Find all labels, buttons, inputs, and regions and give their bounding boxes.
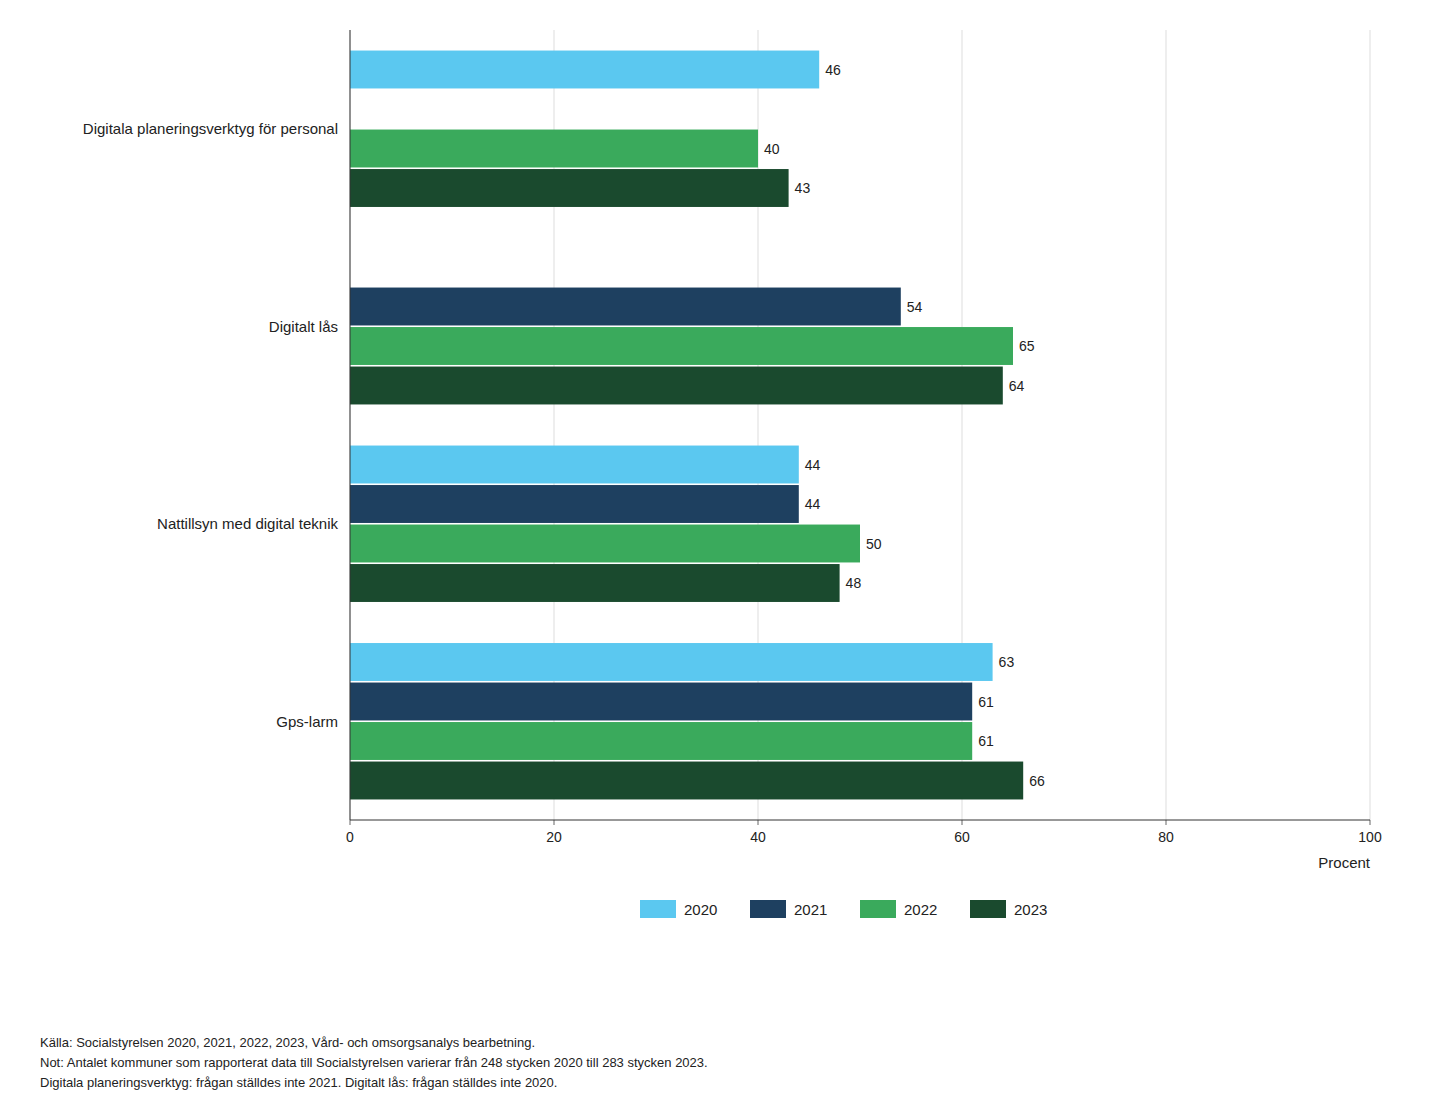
bar (350, 169, 789, 207)
data-label: 43 (795, 180, 811, 196)
tick-label: 100 (1358, 829, 1382, 845)
bar (350, 446, 799, 484)
data-label: 44 (805, 457, 821, 473)
category-label: Gps-larm (276, 713, 338, 730)
data-label: 65 (1019, 338, 1035, 354)
tick-mark (962, 820, 963, 825)
bar (350, 288, 901, 326)
legend-label: 2022 (904, 901, 937, 918)
x-axis-line (350, 820, 1370, 821)
data-label: 61 (978, 733, 994, 749)
legend-swatch (860, 900, 896, 918)
tick-mark (758, 820, 759, 825)
y-axis-line (350, 30, 351, 820)
legend-swatch (640, 900, 676, 918)
bar (350, 643, 993, 681)
bar (350, 130, 758, 168)
data-label: 46 (825, 62, 841, 78)
tick-mark (350, 820, 351, 825)
bar (350, 51, 819, 89)
legend-label: 2020 (684, 901, 717, 918)
chart-container: 0 20 40 60 80 100 46 44 63 54 44 61 40 65 50 61 43 64 48 66… (0, 0, 1430, 1107)
tick-label: 80 (1158, 829, 1174, 845)
legend-label: 2023 (1014, 901, 1047, 918)
data-label: 54 (907, 299, 923, 315)
legend-swatch (970, 900, 1006, 918)
tick-label: 20 (546, 829, 562, 845)
tick-label: 40 (750, 829, 766, 845)
data-label: 44 (805, 496, 821, 512)
grid-line (350, 30, 351, 820)
axis-label: Procent (1318, 854, 1371, 871)
bar (350, 367, 1003, 405)
legend-label: 2021 (794, 901, 827, 918)
data-label: 40 (764, 141, 780, 157)
bar (350, 564, 840, 602)
bar (350, 762, 1023, 800)
bar (350, 722, 972, 760)
category-label: Digitalt lås (269, 318, 338, 335)
data-label: 50 (866, 536, 882, 552)
chart-svg: 0 20 40 60 80 100 46 44 63 54 44 61 40 65 50 61 43 64 48 66… (0, 0, 1430, 1107)
grid-line (1370, 30, 1371, 820)
data-label: 48 (846, 575, 862, 591)
bar (350, 683, 972, 721)
data-label: 64 (1009, 378, 1025, 394)
footnote: Digitala planeringsverktyg: frågan ställ… (40, 1075, 557, 1090)
category-label: Digitala planeringsverktyg för personal (83, 120, 338, 137)
bar (350, 485, 799, 523)
footnote: Not: Antalet kommuner som rapporterat da… (40, 1055, 708, 1070)
category-label: Nattillsyn med digital teknik (157, 515, 338, 532)
tick-label: 0 (346, 829, 354, 845)
tick-mark (1166, 820, 1167, 825)
data-label: 61 (978, 694, 994, 710)
legend-swatch (750, 900, 786, 918)
bar (350, 327, 1013, 365)
grid (350, 30, 1370, 825)
grid-line (1166, 30, 1167, 820)
tick-mark (1370, 820, 1371, 825)
data-label: 63 (999, 654, 1015, 670)
bars (350, 51, 1023, 800)
data-labels: 46 44 63 54 44 61 40 65 50 61 43 64 48 66 (764, 62, 1045, 789)
footnote: Källa: Socialstyrelsen 2020, 2021, 2022,… (40, 1035, 535, 1050)
legend: 2020 2021 2022 2023 (640, 900, 1047, 918)
data-label: 66 (1029, 773, 1045, 789)
tick-label: 60 (954, 829, 970, 845)
tick-mark (554, 820, 555, 825)
bar (350, 525, 860, 563)
